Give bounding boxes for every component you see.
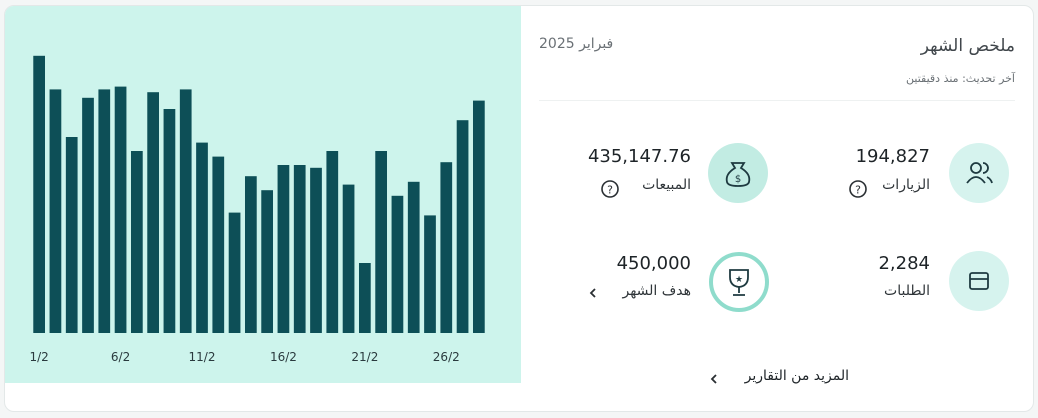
x-tick-label: 1/2 (29, 350, 48, 364)
bar (33, 55, 46, 334)
stat-value: 450,000 (616, 253, 691, 274)
svg-text:$: $ (735, 174, 741, 185)
bar (130, 151, 143, 333)
bar (293, 165, 306, 333)
card-title: ملخص الشهر (920, 36, 1015, 56)
bar (98, 89, 111, 334)
bar (212, 156, 225, 333)
chevron (710, 374, 717, 384)
goal-link[interactable]: هدف الشهر (622, 283, 691, 299)
bar (342, 184, 355, 333)
bar (82, 97, 94, 333)
summary-card: 1/2 6/2 11/2 16/2 21/2 26/2 ملخص الشهر آخر تح… (4, 5, 1034, 412)
bar (310, 167, 322, 333)
visits-icon (949, 143, 1009, 203)
chart: 1/2 6/2 11/2 16/2 21/2 26/2 (29, 55, 485, 364)
bar (277, 165, 290, 333)
x-tick-label: 26/2 (433, 350, 460, 364)
bar (261, 190, 274, 333)
bar (228, 212, 241, 333)
stat-value: 435,147.76 (587, 146, 691, 167)
bar (147, 92, 160, 333)
orders-icon (949, 251, 1009, 311)
help-icon[interactable]: ? (600, 179, 620, 199)
stat-label: المبيعات (642, 177, 691, 193)
stat-label: الطلبات (884, 283, 930, 299)
bar (407, 181, 420, 333)
bar (375, 151, 388, 333)
bar (391, 195, 404, 333)
svg-text:?: ? (607, 184, 613, 197)
bar (456, 120, 469, 333)
x-tick-label: 6/2 (111, 350, 130, 364)
bar (424, 215, 436, 333)
bar (65, 137, 78, 333)
bar (163, 109, 176, 333)
stat-value: 2,284 (878, 253, 930, 274)
sales-icon: $ (708, 143, 768, 203)
stat-value: 194,827 (855, 146, 930, 167)
svg-text:?: ? (855, 184, 861, 197)
more-reports-link[interactable]: المزيد من التقارير (744, 368, 849, 384)
bar (440, 162, 453, 333)
bar (358, 263, 371, 333)
chevron (589, 288, 596, 298)
period: فبراير 2025 (539, 36, 614, 52)
goal-icon: ★ (709, 252, 769, 312)
bar (196, 142, 208, 333)
bar (114, 86, 127, 333)
updated-time: آخر تحديث: منذ دقيقتين (906, 72, 1015, 85)
chart-panel: 1/2 6/2 11/2 16/2 21/2 26/2 (5, 6, 521, 383)
svg-text:★: ★ (735, 275, 743, 285)
help-icon[interactable]: ? (848, 179, 868, 199)
stat-label: الزيارات (882, 177, 930, 193)
bar (472, 100, 485, 333)
bar (244, 176, 257, 333)
bar (179, 89, 192, 334)
divider (539, 100, 1015, 101)
x-tick-label: 21/2 (351, 350, 378, 364)
x-tick-label: 16/2 (270, 350, 297, 364)
x-tick-label: 11/2 (189, 350, 216, 364)
bar (49, 89, 62, 334)
bar (326, 151, 339, 333)
